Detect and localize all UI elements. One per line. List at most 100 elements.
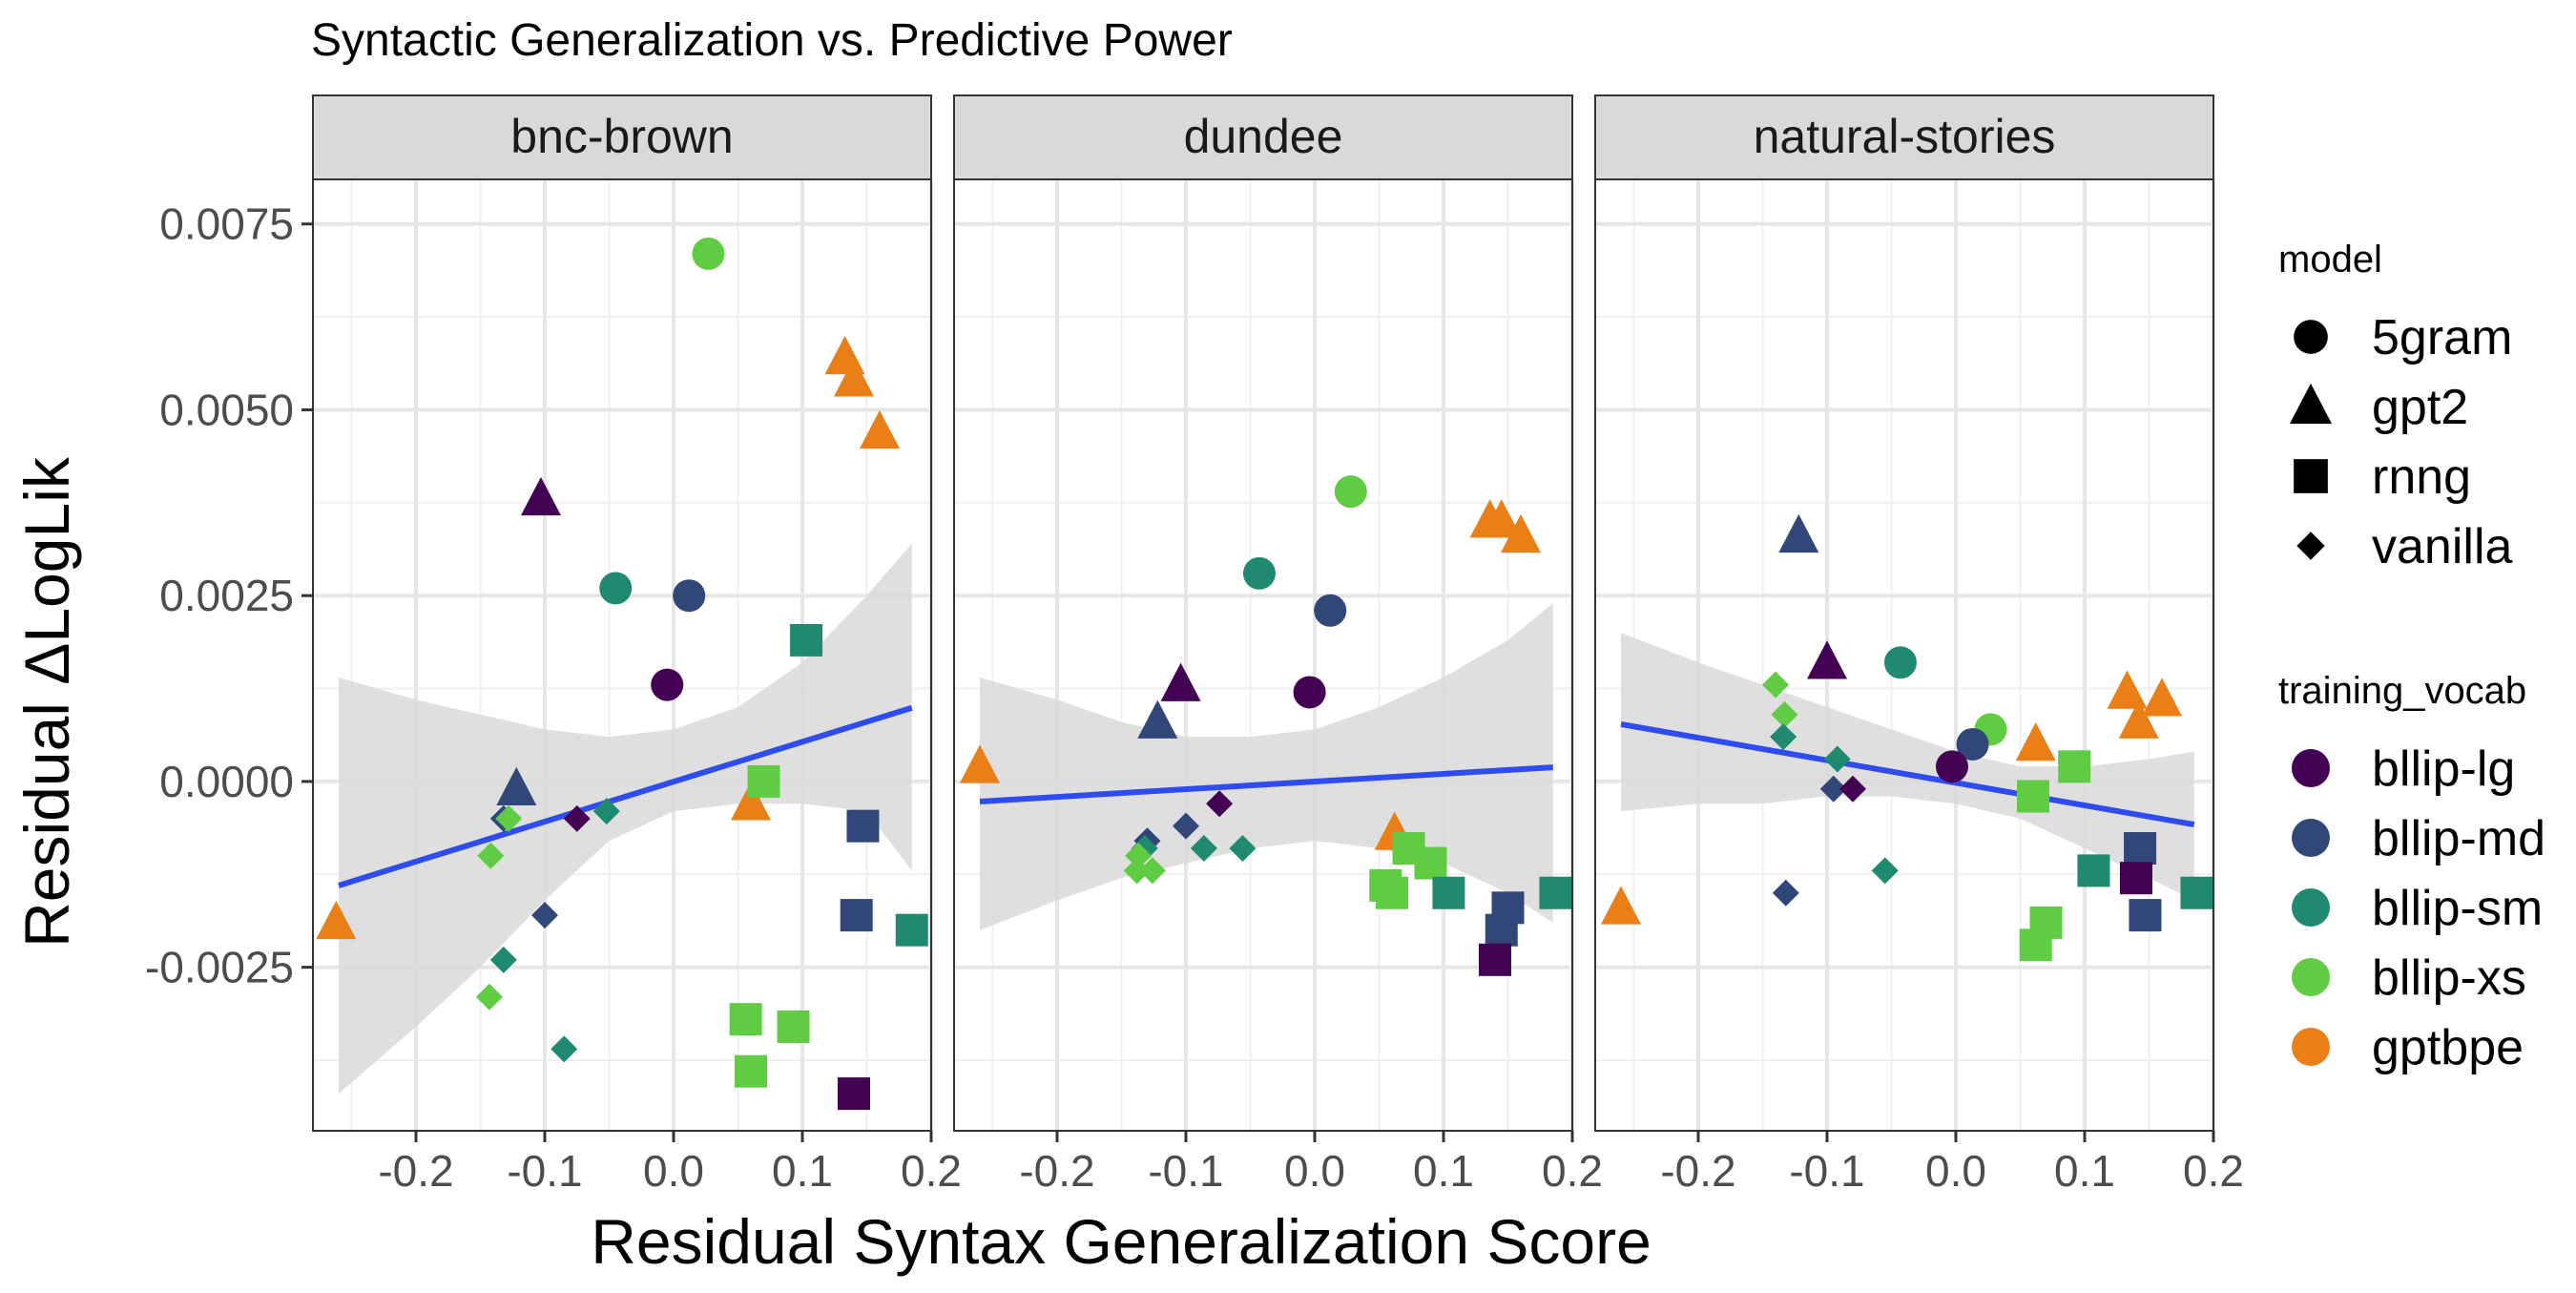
data-point <box>1770 723 1797 751</box>
x-tick-label: 0.0 <box>643 1146 704 1196</box>
data-point <box>551 1035 578 1063</box>
facet-strip <box>312 94 932 180</box>
x-tick-label: 0.1 <box>1413 1146 1474 1196</box>
data-point <box>477 842 505 869</box>
data-point <box>531 902 558 929</box>
legend-label-gptbpe: gptbpe <box>2372 1020 2524 1075</box>
regression-line <box>1620 720 2195 828</box>
data-point <box>1190 835 1217 863</box>
data-point <box>729 1003 762 1036</box>
data-point <box>520 476 561 516</box>
data-point <box>563 804 591 832</box>
y-axis-title: Residual ΔLogLik <box>11 456 82 948</box>
data-point <box>840 899 873 932</box>
data-point <box>1819 775 1847 803</box>
y-tick-label: 0.0025 <box>159 571 294 620</box>
data-point <box>1137 699 1178 739</box>
legend-label-rnng: rnng <box>2372 449 2471 505</box>
data-point <box>592 798 620 825</box>
legend-label-gpt2: gpt2 <box>2372 380 2468 435</box>
x-tick-label: 0.1 <box>772 1146 833 1196</box>
x-tick-label: -0.1 <box>1148 1146 1223 1196</box>
data-point <box>2124 832 2157 865</box>
data-point <box>1125 842 1153 869</box>
data-point <box>2107 670 2148 709</box>
confidence-band <box>339 543 912 1095</box>
x-tick-label: 0.2 <box>1542 1146 1603 1196</box>
x-tick-label: 0.0 <box>1925 1146 1986 1196</box>
legend-label-vanilla: vanilla <box>2372 519 2512 574</box>
legend-key-bllip-sm <box>2292 888 2330 927</box>
facet-panel-natural-stories: natural-stories -0.2 -0.1 0.0 0.1 0.2 <box>1594 94 2244 1196</box>
x-axis-title: Residual Syntax Generalization Score <box>591 1206 1652 1277</box>
data-point <box>838 1077 870 1111</box>
data-point <box>1479 943 1511 976</box>
data-point <box>1334 475 1367 509</box>
data-point <box>1501 513 1541 553</box>
data-point <box>2142 678 2182 717</box>
data-point <box>1242 556 1276 590</box>
data-point <box>496 766 537 805</box>
data-point <box>790 623 823 657</box>
y-tick-label: 0.0000 <box>159 757 294 806</box>
data-points <box>316 237 928 1111</box>
legend: model 5gram gpt2 rnng vanilla training_vocabb… <box>2278 239 2545 1075</box>
data-point <box>1206 790 1234 818</box>
data-point <box>2120 862 2152 895</box>
data-point <box>316 900 357 940</box>
y-tick-label: 0.0050 <box>159 385 294 434</box>
data-point <box>1123 857 1151 885</box>
data-point <box>692 237 725 270</box>
data-point <box>1601 886 1641 925</box>
data-point <box>1935 750 1968 783</box>
data-point <box>489 946 517 973</box>
x-tick-label: 0.2 <box>2183 1146 2244 1196</box>
data-point <box>1414 846 1447 880</box>
legend-key-bllip-md <box>2292 819 2330 857</box>
data-point <box>895 913 928 947</box>
legend-title-model: model <box>2278 239 2382 281</box>
confidence-band <box>1621 633 2194 901</box>
data-point <box>1956 727 1989 761</box>
legend-key-vanilla <box>2296 532 2325 560</box>
data-point <box>747 764 780 798</box>
data-point <box>1485 913 1518 947</box>
legend-label-5gram: 5gram <box>2372 310 2512 365</box>
data-point <box>1481 499 1522 538</box>
panel-border <box>953 178 1573 1132</box>
panel-border <box>1594 178 2214 1132</box>
data-point <box>1778 513 1819 553</box>
data-point <box>673 579 706 613</box>
data-point <box>1229 835 1257 863</box>
data-point <box>1823 745 1851 773</box>
data-point <box>735 1054 767 1088</box>
x-tick-label: -0.1 <box>1789 1146 1864 1196</box>
data-point <box>651 668 684 701</box>
data-point <box>860 409 900 449</box>
data-point <box>2118 699 2159 739</box>
data-point <box>2058 750 2091 783</box>
data-point <box>1314 594 1347 627</box>
plot-background <box>954 179 1572 1131</box>
y-tick-label: 0.0075 <box>159 199 294 249</box>
legend-label-bllip-sm: bllip-sm <box>2372 881 2543 936</box>
x-tick-label: -0.2 <box>378 1146 453 1196</box>
legend-label-bllip-md: bllip-md <box>2372 811 2545 866</box>
data-point <box>2180 876 2213 909</box>
data-point <box>1138 857 1166 885</box>
facet-strip-label: dundee <box>1184 110 1343 163</box>
facet-panels: bnc-brown -0.2 -0.1 0.0 0.1 0.2 -0.0025 0.0000 0… <box>145 94 2244 1196</box>
data-points <box>960 475 1572 976</box>
data-point <box>475 983 503 1011</box>
data-point <box>2015 721 2056 761</box>
data-point <box>1160 662 1201 701</box>
chart-title: Syntactic Generalization vs. Predictive … <box>311 15 1233 66</box>
legend-title-training-vocab: training_vocab <box>2278 670 2526 712</box>
data-point <box>731 782 771 821</box>
legend-label-bllip-xs: bllip-xs <box>2372 950 2526 1006</box>
data-point <box>777 1010 810 1043</box>
data-point <box>1539 876 1572 909</box>
data-point <box>2019 928 2052 962</box>
legend-key-gptbpe <box>2292 1028 2330 1066</box>
